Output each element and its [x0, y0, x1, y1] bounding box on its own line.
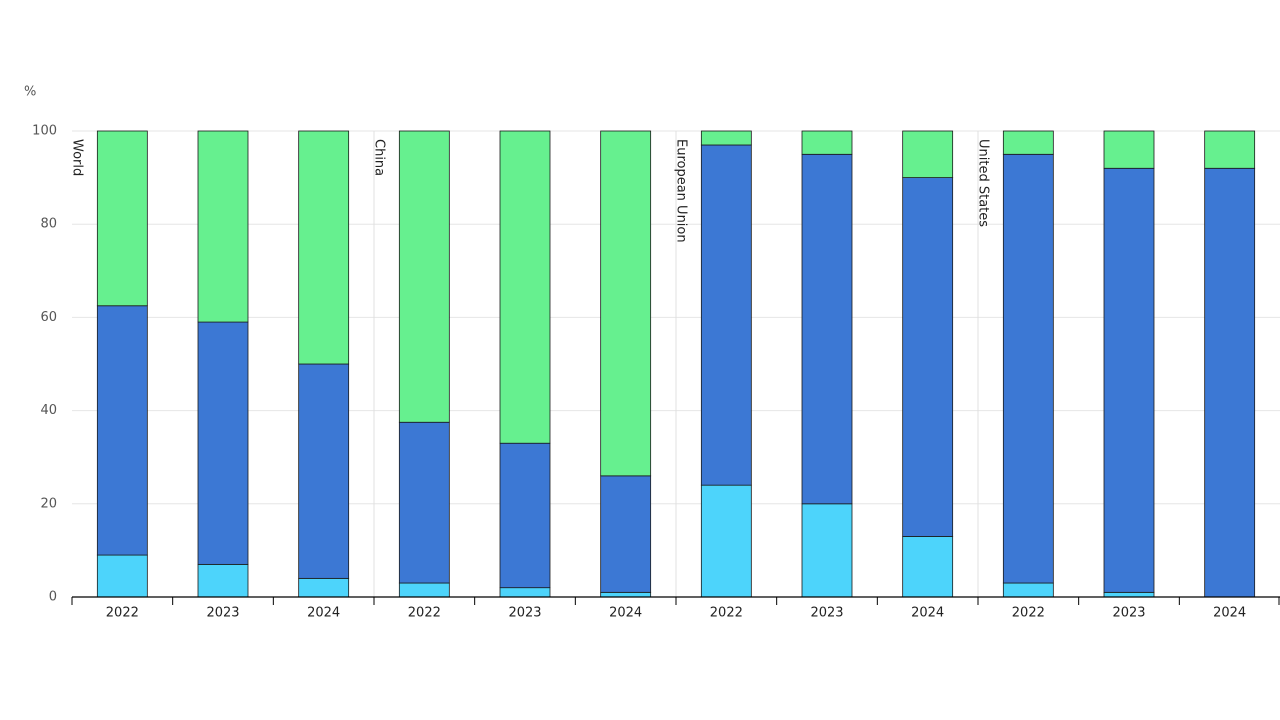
x-tick-label: 2022 — [710, 606, 743, 621]
bar-segment — [197, 321, 249, 565]
y-tick-label: 100 — [32, 124, 57, 139]
bar-segment — [398, 582, 450, 598]
bar-segment — [600, 591, 652, 598]
x-tick-label: 2024 — [609, 606, 642, 621]
bar-segment — [902, 177, 954, 537]
bar-segment — [1103, 167, 1155, 593]
bar-segment — [398, 130, 450, 423]
x-tick-label: 2022 — [408, 606, 441, 621]
group-label: World — [70, 139, 85, 176]
x-tick-label: 2023 — [508, 606, 541, 621]
y-tick-label: 40 — [40, 403, 57, 418]
bar-segment — [1103, 591, 1155, 598]
bar-segment — [96, 130, 148, 307]
group-label: European Union — [674, 139, 689, 243]
bar-segment — [499, 442, 551, 589]
bar-segment — [700, 144, 752, 486]
x-tick-label: 2024 — [307, 606, 340, 621]
bar-segment — [1002, 153, 1054, 584]
bar-segment — [398, 421, 450, 584]
y-tick-label: 0 — [49, 590, 57, 605]
x-tick-label: 2024 — [1213, 606, 1246, 621]
bar-segment — [1103, 130, 1155, 169]
bar-segment — [801, 130, 853, 155]
x-tick-label: 2022 — [1012, 606, 1045, 621]
bar-segment — [499, 130, 551, 444]
x-tick-label: 2022 — [106, 606, 139, 621]
y-tick-label: 80 — [40, 217, 57, 232]
group-label: United States — [976, 139, 991, 227]
bar-segment — [96, 554, 148, 598]
bar-segment — [801, 153, 853, 505]
x-tick-label: 2023 — [206, 606, 239, 621]
bar-segment — [700, 484, 752, 598]
bar-segment — [1204, 167, 1256, 598]
bar-segment — [197, 130, 249, 323]
bar-segment — [902, 536, 954, 598]
bar-segment — [1204, 130, 1256, 169]
bar-segment — [801, 503, 853, 598]
bar-segment — [700, 130, 752, 146]
bar-segment — [1002, 582, 1054, 598]
bar-segment — [499, 587, 551, 598]
bar-segment — [600, 475, 652, 593]
y-tick-label: 20 — [40, 496, 57, 511]
bar-segment — [298, 363, 350, 579]
group-label: China — [372, 139, 387, 176]
bar-segment — [197, 563, 249, 598]
bar-segment — [298, 130, 350, 365]
x-tick-label: 2023 — [810, 606, 843, 621]
bar-segment — [298, 577, 350, 598]
bar-segment — [600, 130, 652, 477]
y-unit: % — [24, 85, 36, 100]
y-tick-label: 60 — [40, 310, 57, 325]
x-tick-label: 2024 — [911, 606, 944, 621]
bar-segment — [1002, 130, 1054, 155]
x-tick-label: 2023 — [1112, 606, 1145, 621]
bar-segment — [96, 305, 148, 556]
bar-segment — [902, 130, 954, 178]
